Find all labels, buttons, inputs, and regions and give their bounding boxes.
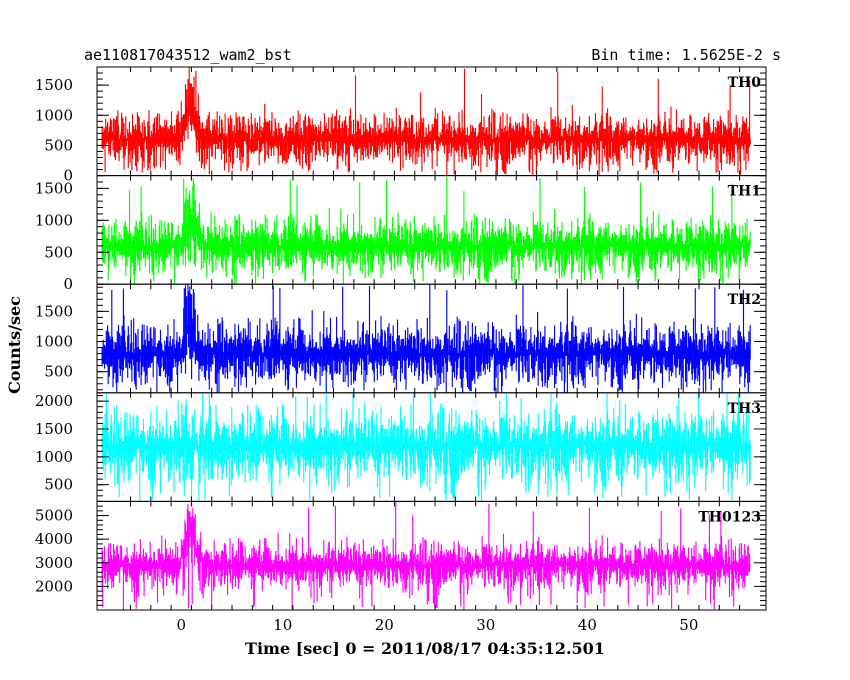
chart-title: ae110817043512_wam2_bst xyxy=(84,46,292,64)
series-th2 xyxy=(101,284,751,393)
bin-time-label: Bin time: 1.5625E-2 s xyxy=(591,46,781,64)
panel-label-th0: TH0 xyxy=(728,75,762,91)
y-axis-label: Counts/sec xyxy=(5,296,24,394)
panel-label-th1: TH1 xyxy=(728,184,761,200)
y-tick-label: 0 xyxy=(63,167,73,185)
x-tick-label: 50 xyxy=(679,616,698,634)
y-tick-label: 2000 xyxy=(35,577,73,595)
panel-frame xyxy=(96,500,767,611)
y-tick-label: 500 xyxy=(44,136,73,154)
y-tick-label: 500 xyxy=(44,363,73,381)
y-tick-label: 1000 xyxy=(35,211,73,229)
panel-th2: 500 1000 1500 TH2 xyxy=(35,283,767,394)
x-axis-label: Time [sec] 0 = 2011/08/17 04:35:12.501 xyxy=(245,639,605,658)
series-th0 xyxy=(101,67,751,176)
panel-label-th0123: TH0123 xyxy=(698,509,761,525)
y-tick-label: 1500 xyxy=(35,420,73,438)
y-tick-label: 1500 xyxy=(35,76,73,94)
y-tick-label: 4000 xyxy=(35,530,73,548)
panel-th1: 0 500 1000 1500 TH1 xyxy=(35,175,767,293)
series-th1 xyxy=(101,176,751,285)
x-tick-label: 0 xyxy=(176,616,186,634)
y-tick-label: 3000 xyxy=(35,554,73,572)
panel-th0: 0 500 1000 1500 TH0 xyxy=(35,66,767,185)
series-th0123 xyxy=(101,502,751,610)
panel-th0123: 2000 3000 4000 5000 TH0123 xyxy=(35,500,767,611)
y-tick-label: 500 xyxy=(44,476,73,494)
y-tick-label: 0 xyxy=(63,275,73,293)
y-tick-label: 500 xyxy=(44,243,73,261)
x-tick-labels: 0 10 20 30 40 50 xyxy=(176,616,698,634)
panel-label-th3: TH3 xyxy=(728,401,761,417)
series-th3 xyxy=(101,392,751,501)
y-tick-label: 1500 xyxy=(35,179,73,197)
panel-th3: 500 1000 1500 2000 TH3 xyxy=(35,392,767,502)
panel-label-th2: TH2 xyxy=(728,292,761,308)
y-tick-label: 2000 xyxy=(35,392,73,410)
y-tick-label: 1000 xyxy=(35,448,73,466)
y-tick-label: 1000 xyxy=(35,333,73,351)
y-tick-label: 1500 xyxy=(35,302,73,320)
panels-group: 0 500 1000 1500 TH0 0 500 1000 1500 TH1 500 1000 150… xyxy=(35,66,767,611)
x-tick-label: 20 xyxy=(375,616,394,634)
y-tick-label: 5000 xyxy=(35,507,73,525)
x-tick-label: 40 xyxy=(578,616,597,634)
y-tick-label: 1000 xyxy=(35,106,73,124)
x-tick-label: 10 xyxy=(273,616,292,634)
x-tick-label: 30 xyxy=(476,616,495,634)
